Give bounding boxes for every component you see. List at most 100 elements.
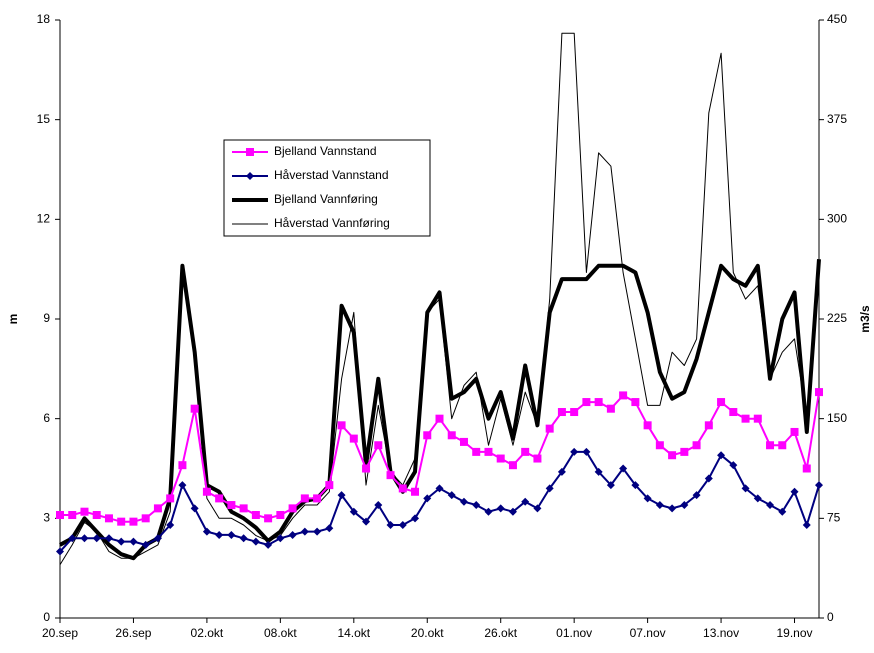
y-axis-title: m xyxy=(6,314,20,325)
marker xyxy=(325,524,334,533)
marker xyxy=(215,494,224,503)
y2-tick-label: 375 xyxy=(827,112,847,126)
marker xyxy=(704,474,713,483)
marker xyxy=(680,447,689,456)
marker xyxy=(557,408,566,417)
marker xyxy=(815,481,823,490)
marker xyxy=(190,404,199,413)
marker xyxy=(496,504,505,513)
marker xyxy=(178,481,187,490)
marker xyxy=(166,494,175,503)
marker xyxy=(472,501,481,510)
marker xyxy=(190,504,199,513)
marker xyxy=(631,398,640,407)
marker xyxy=(484,507,493,516)
marker xyxy=(300,527,309,536)
marker xyxy=(227,501,236,510)
y-tick-label: 6 xyxy=(43,411,50,425)
marker xyxy=(521,497,530,506)
marker xyxy=(643,494,652,503)
y-tick-label: 18 xyxy=(37,12,51,26)
x-tick-label: 14.okt xyxy=(337,626,370,640)
legend-marker xyxy=(246,172,254,180)
marker xyxy=(459,437,468,446)
marker xyxy=(496,454,505,463)
marker xyxy=(92,534,101,543)
marker xyxy=(362,464,371,473)
y2-tick-label: 75 xyxy=(827,511,841,525)
y-tick-label: 9 xyxy=(43,311,50,325)
marker xyxy=(606,404,615,413)
marker xyxy=(508,461,517,470)
x-tick-label: 01.nov xyxy=(556,626,592,640)
marker xyxy=(582,447,591,456)
marker xyxy=(680,501,689,510)
marker xyxy=(594,467,603,476)
marker xyxy=(790,427,799,436)
legend-box xyxy=(223,139,431,237)
x-tick-label: 26.okt xyxy=(484,626,517,640)
marker xyxy=(56,511,64,520)
marker xyxy=(288,530,297,539)
marker xyxy=(239,534,248,543)
marker xyxy=(570,408,579,417)
marker xyxy=(619,391,628,400)
x-tick-label: 08.okt xyxy=(264,626,297,640)
marker xyxy=(778,507,787,516)
marker xyxy=(729,408,738,417)
marker xyxy=(239,504,248,513)
marker xyxy=(337,491,346,500)
marker xyxy=(398,520,407,529)
x-tick-label: 20.okt xyxy=(411,626,444,640)
y2-tick-label: 0 xyxy=(827,610,834,624)
marker xyxy=(349,434,358,443)
marker xyxy=(557,467,566,476)
x-tick-label: 26.sep xyxy=(115,626,151,640)
marker xyxy=(594,398,603,407)
marker xyxy=(264,540,273,549)
marker xyxy=(717,398,726,407)
marker xyxy=(264,514,273,523)
marker xyxy=(386,471,395,480)
marker xyxy=(729,461,738,470)
marker xyxy=(619,464,628,473)
marker xyxy=(753,494,762,503)
marker xyxy=(313,527,322,536)
marker xyxy=(215,530,224,539)
marker xyxy=(668,504,677,513)
marker xyxy=(411,514,420,523)
legend-label: Håverstad Vannføring xyxy=(274,216,390,230)
marker xyxy=(276,534,285,543)
marker xyxy=(815,388,823,397)
marker xyxy=(545,484,554,493)
y-tick-label: 0 xyxy=(43,610,50,624)
marker xyxy=(325,481,334,490)
marker xyxy=(202,527,211,536)
legend-marker xyxy=(246,148,254,156)
x-tick-label: 07.nov xyxy=(630,626,666,640)
marker xyxy=(337,421,346,430)
marker xyxy=(374,441,383,450)
legend-label: Bjelland Vannstand xyxy=(274,144,377,158)
marker xyxy=(447,431,456,440)
marker xyxy=(141,514,150,523)
marker xyxy=(643,421,652,430)
marker xyxy=(117,517,126,526)
x-tick-label: 20.sep xyxy=(42,626,78,640)
y2-tick-label: 225 xyxy=(827,311,847,325)
marker xyxy=(398,484,407,493)
marker xyxy=(655,441,664,450)
marker xyxy=(411,487,420,496)
marker xyxy=(655,501,664,510)
legend-label: Håverstad Vannstand xyxy=(274,168,389,182)
marker xyxy=(766,501,775,510)
marker xyxy=(166,520,175,529)
marker xyxy=(631,481,640,490)
marker xyxy=(117,537,126,546)
marker xyxy=(178,461,187,470)
marker xyxy=(766,441,775,450)
y2-axis-title: m3/s xyxy=(858,305,872,333)
marker xyxy=(227,530,236,539)
y2-tick-label: 300 xyxy=(827,212,847,226)
marker xyxy=(435,484,444,493)
